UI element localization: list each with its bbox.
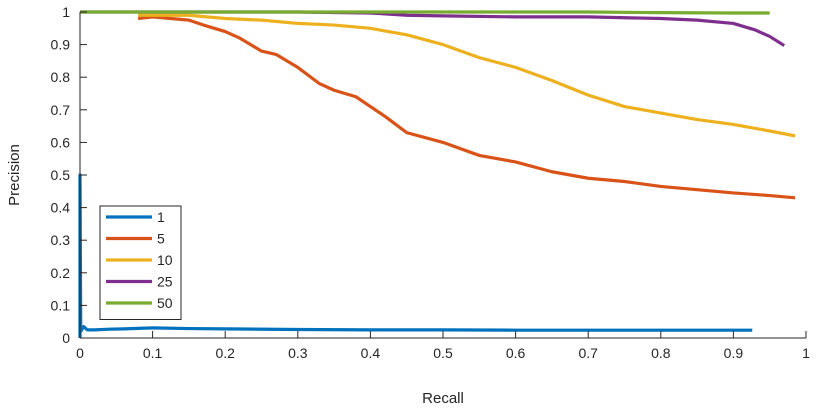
axes: 0 0.1 0.2 0.3 0.4 0.5 0.6 0.7 0.8 0.9 100.10.20.30…: [51, 4, 811, 361]
x-tick-label: 0.8: [651, 345, 671, 361]
y-tick-label: 0.2: [51, 265, 71, 281]
legend-label-1: 1: [157, 209, 165, 225]
y-tick-label: 0.8: [51, 69, 71, 85]
series-line-1: [78, 173, 753, 338]
series-line-50: [80, 10, 770, 15]
y-tick-label: 0.1: [51, 297, 71, 313]
series-line-10: [138, 13, 796, 138]
x-tick-label: 0.2: [215, 345, 235, 361]
y-tick-label: 1: [62, 4, 70, 20]
x-tick-label: 0.9: [724, 345, 744, 361]
y-tick-label: 0.7: [51, 102, 71, 118]
y-tick-label: 0.3: [51, 232, 71, 248]
y-tick-label: 0.9: [51, 37, 71, 53]
x-tick-label: 0.1: [143, 345, 163, 361]
x-tick-label: 0.3: [288, 345, 308, 361]
legend: 1 5 10 25 50: [99, 205, 182, 320]
y-tick-label: 0.4: [51, 200, 71, 216]
legend-label-50: 50: [157, 295, 173, 311]
x-tick-label: 0: [76, 345, 84, 361]
x-tick-label: 0.4: [361, 345, 381, 361]
x-tick-label: 0.6: [506, 345, 526, 361]
y-tick-label: 0: [62, 330, 70, 346]
legend-label-5: 5: [157, 231, 165, 247]
y-tick-label: 0.6: [51, 134, 71, 150]
x-tick-label: 1: [802, 345, 810, 361]
series-line-5: [137, 15, 796, 200]
legend-label-10: 10: [157, 252, 173, 268]
x-tick-label: 0.7: [578, 345, 598, 361]
y-tick-label: 0.5: [51, 167, 71, 183]
legend-box: [99, 205, 182, 320]
x-tick-label: 0.5: [433, 345, 453, 361]
x-axis-label: Recall: [422, 390, 464, 407]
y-axis-label: Precision: [6, 144, 23, 206]
legend-label-25: 25: [157, 274, 173, 290]
series-lines: [78, 10, 796, 338]
